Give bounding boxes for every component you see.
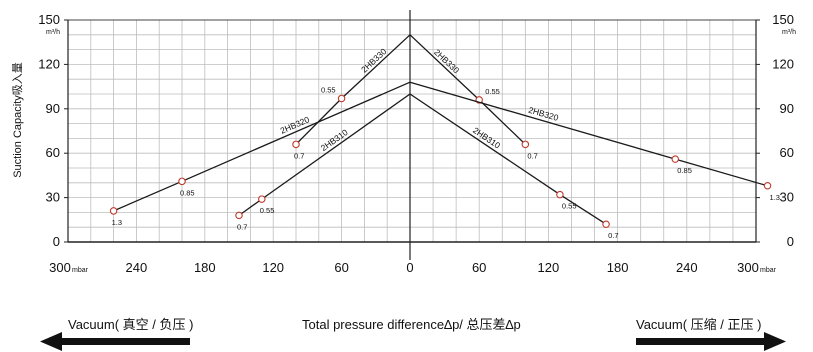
y-axis-label-en: Suction Capacity	[12, 95, 24, 178]
x-tick-label-vacuum: 120	[262, 260, 284, 275]
data-label-2hb330-pressure: 0.7	[527, 151, 537, 160]
x-tick-label-vacuum: 180	[194, 260, 216, 275]
data-label-2hb330-pressure: 0.55	[485, 87, 500, 96]
x-tick-label-vacuum: 60	[334, 260, 348, 275]
y-tick-label-right: 0	[787, 234, 794, 249]
series-line-2hb320-pressure	[409, 81, 768, 187]
x-tick-label-vacuum: 0	[406, 260, 413, 275]
data-point-2hb310-pressure	[556, 190, 564, 199]
y-tick-label-right: 30	[780, 190, 794, 205]
data-point-2hb310-vacuum	[258, 195, 266, 203]
pressure-caption: Vacuum( 压缩 / 正压 )	[636, 317, 762, 332]
series-line-2hb330-pressure	[409, 34, 526, 145]
data-point-2hb320-vacuum	[178, 177, 186, 186]
data-point-2hb310-vacuum	[235, 211, 243, 220]
series-label-2hb320-pressure: 2HB320	[527, 105, 560, 123]
data-label-2hb330-vacuum: 0.55	[321, 85, 336, 94]
left-arrow-icon	[40, 332, 190, 351]
x-tick-label-vacuum: 240	[126, 260, 148, 275]
data-label-2hb320-vacuum: 0.85	[180, 188, 195, 197]
y-tick-label-left: 120	[38, 56, 60, 71]
series-label-2hb330-pressure: 2HB330	[432, 47, 461, 76]
data-label-2hb310-vacuum: 0.7	[237, 222, 247, 231]
data-label-2hb310-vacuum: 0.55	[260, 206, 275, 215]
y-tick-label-right: 120	[772, 56, 794, 71]
data-label-2hb320-vacuum: 1.3	[112, 218, 122, 227]
x-axis-label: Total pressure difference∆p/ 总压差∆p	[302, 317, 521, 332]
y-axis-label-cn: 吸入量	[12, 62, 24, 96]
data-point-2hb330-vacuum	[337, 94, 346, 103]
right-arrow-icon	[636, 332, 786, 351]
data-point-2hb330-vacuum	[292, 140, 300, 149]
data-label-2hb310-pressure: 0.7	[608, 231, 618, 240]
data-label-2hb320-pressure: 0.85	[677, 166, 692, 175]
y-tick-label-right: 150	[772, 12, 794, 27]
x-tick-label-pressure: 120	[538, 260, 560, 275]
x-tick-label-pressure: 60	[472, 260, 486, 275]
data-point-2hb320-pressure	[763, 182, 772, 190]
data-label-2hb330-vacuum: 0.7	[294, 151, 304, 160]
x-tick-label-pressure: 240	[676, 260, 698, 275]
x-tick-label-vacuum: 300	[49, 260, 71, 275]
y-tick-label-right: 90	[780, 101, 794, 116]
vacuum-caption: Vacuum( 真空 / 负压 )	[68, 317, 194, 332]
y-unit-label-right: m³/h	[782, 29, 796, 36]
data-point-2hb330-pressure	[521, 140, 530, 149]
data-point-2hb320-pressure	[671, 155, 680, 163]
y-tick-label-left: 150	[38, 12, 60, 27]
y-unit-label-left: m³/h	[46, 29, 60, 36]
data-label-2hb310-pressure: 0.55	[562, 202, 577, 211]
series-line-2hb320-vacuum	[113, 81, 411, 212]
y-tick-label-left: 30	[46, 190, 60, 205]
x-tick-label-pressure: 300	[737, 260, 759, 275]
y-tick-label-left: 90	[46, 101, 60, 116]
y-tick-label-left: 60	[46, 145, 60, 160]
y-tick-label-left: 0	[53, 234, 60, 249]
y-axis-label: Suction Capacity吸入量	[9, 45, 25, 195]
data-point-2hb310-pressure	[602, 220, 610, 228]
x-unit-label-right: mbar	[760, 267, 777, 274]
x-tick-label-pressure: 180	[607, 260, 629, 275]
y-tick-label-right: 60	[780, 145, 794, 160]
data-label-2hb320-pressure: 1.3	[770, 193, 780, 202]
series-label-2hb330-vacuum: 2HB330	[359, 46, 389, 74]
x-unit-label-left: mbar	[72, 267, 89, 274]
data-point-2hb320-vacuum	[109, 207, 118, 215]
series-line-2hb310-pressure	[409, 93, 607, 225]
